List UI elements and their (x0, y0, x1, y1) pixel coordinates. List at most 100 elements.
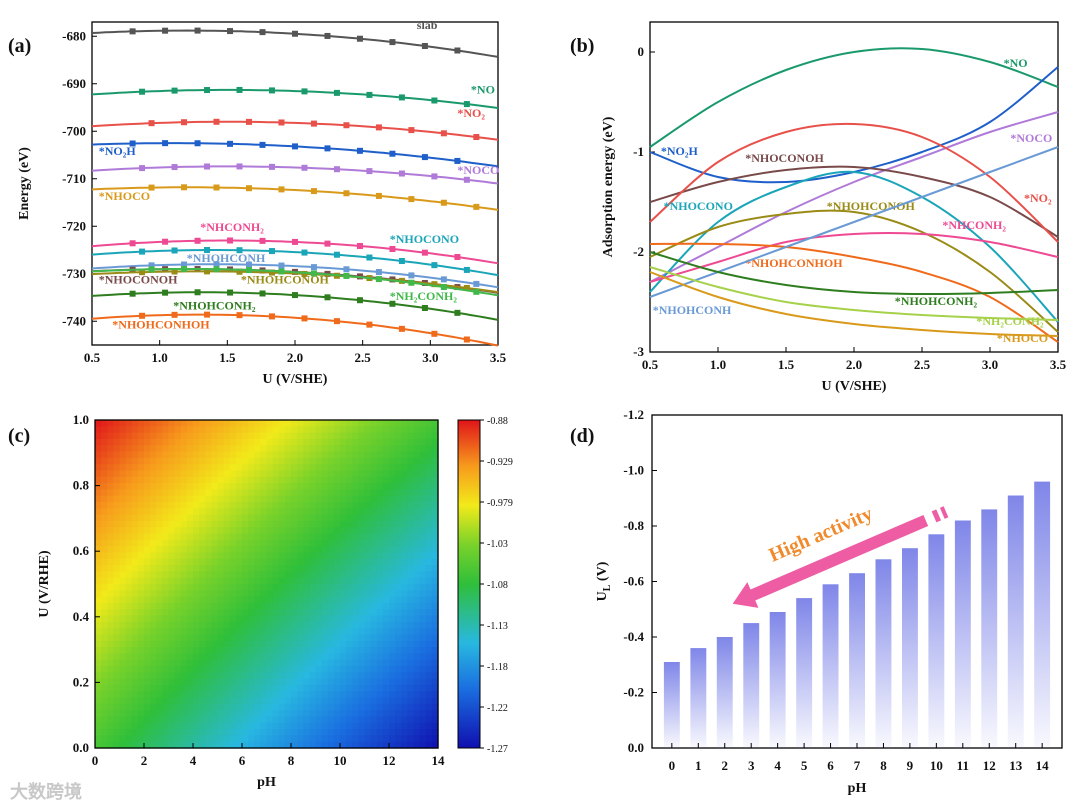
c-heatmap-cell (162, 684, 170, 692)
c-heatmap-cell (119, 495, 127, 503)
c-heatmap-cell (107, 659, 114, 667)
c-heatmap-cell (217, 552, 225, 560)
c-heatmap-cell (186, 609, 194, 617)
c-heatmap-cell (315, 596, 323, 604)
c-heatmap-cell (291, 735, 298, 743)
c-heatmap-cell (315, 729, 323, 736)
c-heatmap-cell (162, 647, 170, 654)
c-heatmap-cell (376, 571, 384, 579)
c-heatmap-cell (211, 640, 219, 648)
c-heatmap-cell (309, 684, 317, 692)
b-series-line (649, 122, 1059, 243)
c-heatmap-cell (101, 653, 108, 661)
a-data-point (463, 266, 470, 273)
c-heatmap-cell (382, 502, 390, 509)
a-data-point (204, 247, 211, 254)
c-heatmap-cell (248, 584, 255, 591)
c-heatmap-cell (309, 710, 317, 718)
c-heatmap-cell (144, 684, 151, 692)
c-heatmap-cell (395, 539, 402, 547)
c-heatmap-cell (309, 729, 317, 736)
c-x-tick-label: 12 (383, 753, 396, 768)
c-heatmap-cell (229, 464, 237, 472)
c-heatmap-cell (389, 539, 396, 547)
c-heatmap-cell (174, 735, 182, 743)
c-heatmap-cell (278, 621, 286, 629)
c-heatmap-cell (297, 672, 304, 680)
c-heatmap-cell (278, 590, 286, 598)
c-heatmap-cell (137, 596, 145, 604)
c-heatmap-cell (395, 615, 402, 623)
c-heatmap-cell (382, 489, 390, 497)
a-data-point (389, 245, 396, 252)
c-heatmap-cell (248, 552, 255, 560)
c-heatmap-cell (352, 710, 359, 718)
c-heatmap-cell (352, 546, 359, 554)
c-heatmap-cell (199, 533, 206, 541)
c-heatmap-cell (291, 684, 298, 692)
c-heatmap-cell (199, 451, 206, 459)
c-heatmap-cell (150, 565, 157, 572)
c-heatmap-cell (254, 716, 261, 724)
c-heatmap-cell (327, 609, 335, 617)
c-heatmap-cell (95, 565, 102, 572)
c-heatmap-cell (315, 565, 323, 572)
c-heatmap-cell (327, 520, 335, 528)
c-heatmap-cell (235, 691, 243, 699)
c-heatmap-cell (95, 432, 102, 440)
c-heatmap-cell (260, 659, 268, 667)
c-heatmap-cell (352, 666, 359, 673)
c-heatmap-cell (346, 527, 353, 535)
c-heatmap-cell (131, 565, 139, 572)
c-heatmap-cell (235, 722, 243, 730)
c-heatmap-cell (254, 476, 261, 484)
c-heatmap-cell (364, 596, 372, 604)
c-heatmap-cell (242, 729, 249, 736)
c-heatmap-cell (315, 703, 323, 711)
c-heatmap-cell (389, 451, 396, 459)
c-heatmap-cell (370, 684, 378, 692)
c-heatmap-cell (431, 628, 439, 636)
c-heatmap-cell (131, 716, 139, 724)
c-heatmap-cell (248, 710, 255, 718)
c-heatmap-cell (309, 495, 317, 503)
c-heatmap-cell (376, 464, 384, 472)
c-heatmap-cell (217, 495, 225, 503)
c-heatmap-cell (284, 722, 292, 730)
c-heatmap-cell (401, 451, 408, 459)
c-heatmap-cell (168, 640, 176, 648)
c-heatmap-cell (309, 666, 317, 673)
c-heatmap-cell (395, 621, 402, 629)
c-heatmap-cell (199, 445, 206, 453)
c-heatmap-cell (413, 596, 421, 604)
c-heatmap-cell (315, 476, 323, 484)
c-heatmap-cell (364, 609, 372, 617)
c-heatmap-cell (144, 697, 151, 705)
c-heatmap-cell (321, 678, 329, 686)
b-series-line (649, 47, 1059, 148)
c-heatmap-cell (364, 508, 372, 516)
c-heatmap-cell (364, 716, 372, 724)
c-heatmap-cell (291, 508, 298, 516)
c-heatmap-cell (346, 571, 353, 579)
c-heatmap-cell (137, 520, 145, 528)
c-heatmap-cell (431, 615, 439, 623)
c-heatmap-cell (431, 533, 439, 541)
c-heatmap-cell (309, 558, 317, 566)
c-heatmap-cell (389, 653, 396, 661)
d-arrow-shape (732, 514, 929, 608)
c-heatmap-cell (291, 527, 298, 535)
c-heatmap-cell (107, 710, 114, 718)
c-heatmap-cell (119, 615, 127, 623)
c-heatmap-cell (186, 710, 194, 718)
c-heatmap-cell (162, 558, 170, 566)
c-heatmap-cell (235, 640, 243, 648)
c-heatmap-cell (272, 558, 280, 566)
a-data-point (259, 29, 266, 36)
c-heatmap-cell (193, 533, 200, 541)
c-heatmap-cell (211, 735, 219, 743)
c-heatmap-cell (382, 653, 390, 661)
c-heatmap-cell (364, 514, 372, 522)
c-heatmap-cell (340, 672, 347, 680)
